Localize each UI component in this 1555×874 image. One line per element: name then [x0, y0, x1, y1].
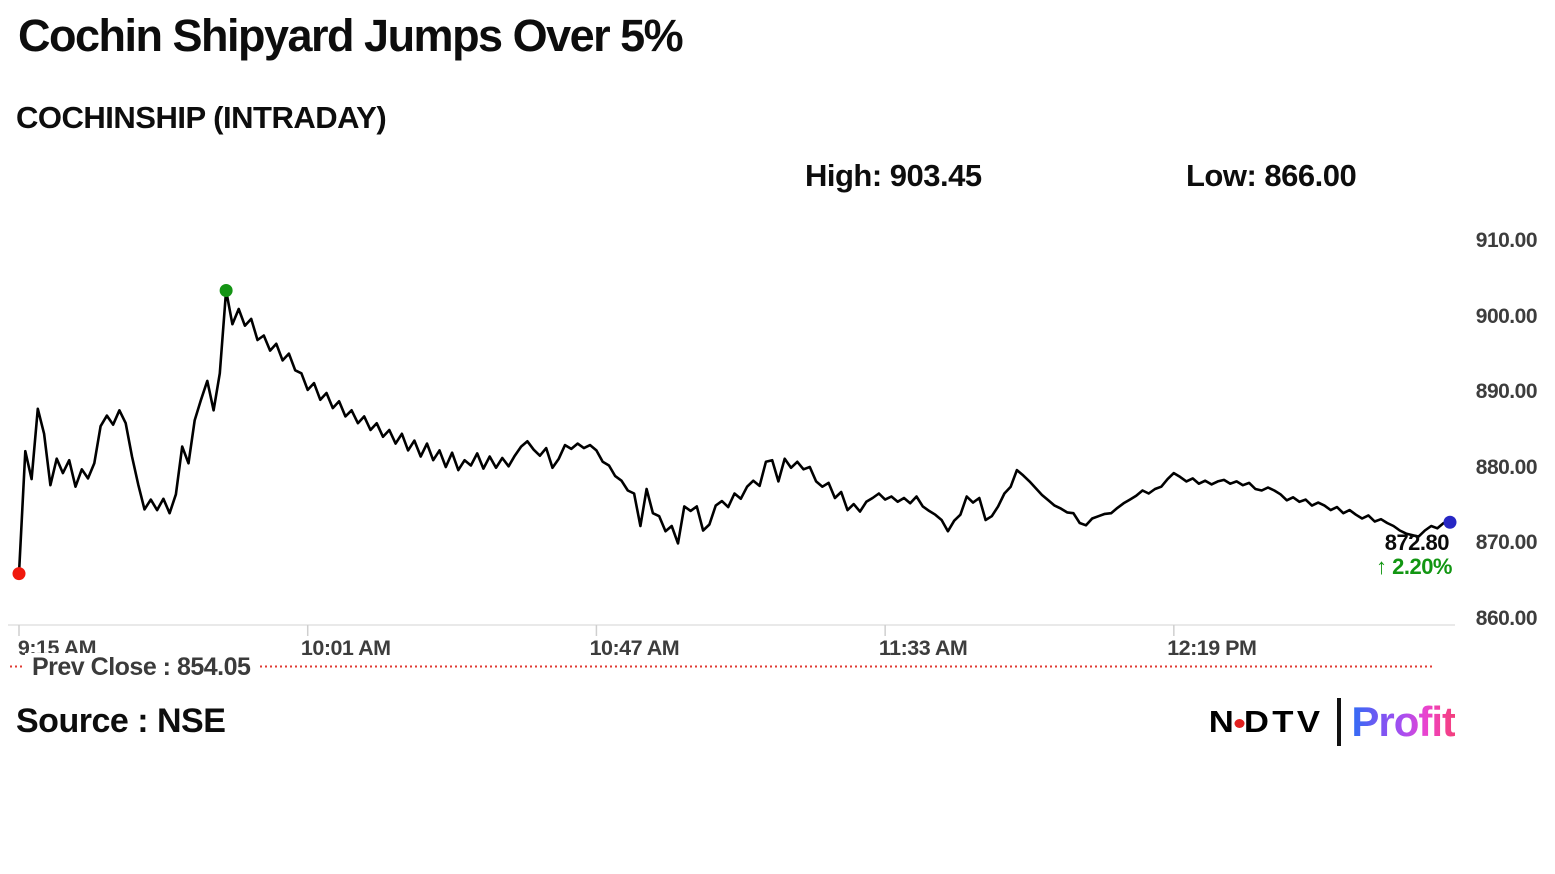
- high-dot: [219, 284, 233, 298]
- current-change-label: ↑ 2.20%: [1376, 554, 1453, 579]
- ndtv-red-dot-icon: [1234, 718, 1245, 728]
- x-axis-tick-label: 11:33 AM: [878, 636, 968, 660]
- y-axis-tick-label: 890.00: [1475, 380, 1538, 404]
- current-price-label: 872.80: [1384, 530, 1450, 555]
- logo-divider-bar: [1337, 698, 1342, 746]
- page-title: Cochin Shipyard Jumps Over 5%: [18, 10, 684, 61]
- ndtv-profit-logo: N DTV Profit: [1209, 698, 1456, 746]
- price-line: [17, 289, 1452, 575]
- y-axis-tick-label: 900.00: [1475, 304, 1538, 328]
- open-low-dot: [12, 567, 26, 581]
- source-label: Source : NSE: [16, 702, 226, 740]
- low-stat: Low: 866.00: [1186, 158, 1357, 193]
- y-axis-tick-label: 910.00: [1475, 229, 1538, 252]
- y-axis-tick-label: 870.00: [1475, 531, 1538, 555]
- x-axis-tick-label: 10:47 AM: [589, 636, 680, 660]
- y-axis-tick-label: 880.00: [1475, 455, 1538, 479]
- prev-close-label: Prev Close : 854.05: [25, 653, 258, 682]
- profit-logo-text: Profit: [1351, 698, 1456, 745]
- ndtv-letters-dtv: DTV: [1243, 704, 1324, 739]
- x-axis-tick-label: 10:01 AM: [300, 636, 391, 660]
- chart-subtitle-symbol: COCHINSHIP (INTRADAY): [16, 100, 387, 135]
- x-axis-tick-label: 12:19 PM: [1167, 636, 1257, 660]
- ndtv-logo-text: N DTV: [1209, 704, 1324, 740]
- high-stat: High: 903.45: [805, 158, 982, 193]
- ndtv-letter-n: N: [1208, 704, 1238, 739]
- y-axis-tick-label: 860.00: [1475, 607, 1538, 630]
- last-price-dot: [1443, 515, 1457, 529]
